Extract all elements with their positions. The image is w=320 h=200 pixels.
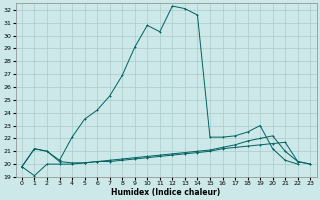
X-axis label: Humidex (Indice chaleur): Humidex (Indice chaleur)	[111, 188, 221, 197]
